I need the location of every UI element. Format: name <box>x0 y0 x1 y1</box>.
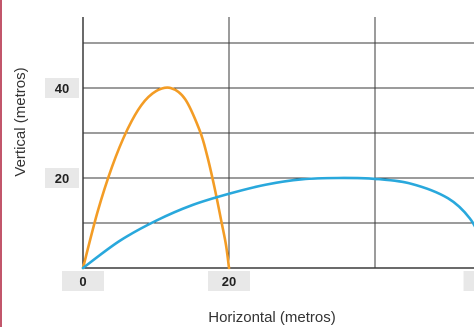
series-layer <box>81 86 474 270</box>
x-tick-20: 20 <box>208 271 250 291</box>
y-axis-title: Vertical (metros) <box>12 67 29 176</box>
series-line-2 <box>81 176 474 270</box>
x-tick-box <box>463 271 474 291</box>
x-tick-55: 55 <box>463 271 474 291</box>
y-tick-label: 40 <box>55 81 69 96</box>
tick-labels: 0 20 55 20 40 <box>45 78 474 291</box>
grid-lines <box>82 17 474 269</box>
y-tick-20: 20 <box>45 168 79 188</box>
x-tick-label: 0 <box>79 274 86 289</box>
y-tick-label: 20 <box>55 171 69 186</box>
y-tick-box <box>45 168 79 188</box>
series-line-1 <box>81 86 231 270</box>
x-tick-box <box>208 271 250 291</box>
x-axis-title: Horizontal (metros) <box>208 309 336 326</box>
y-tick-40: 40 <box>45 78 79 98</box>
left-border-rule <box>0 0 2 327</box>
y-tick-box <box>45 78 79 98</box>
x-tick-label: 20 <box>222 274 236 289</box>
x-tick-box <box>62 271 104 291</box>
x-tick-0: 0 <box>62 271 104 291</box>
